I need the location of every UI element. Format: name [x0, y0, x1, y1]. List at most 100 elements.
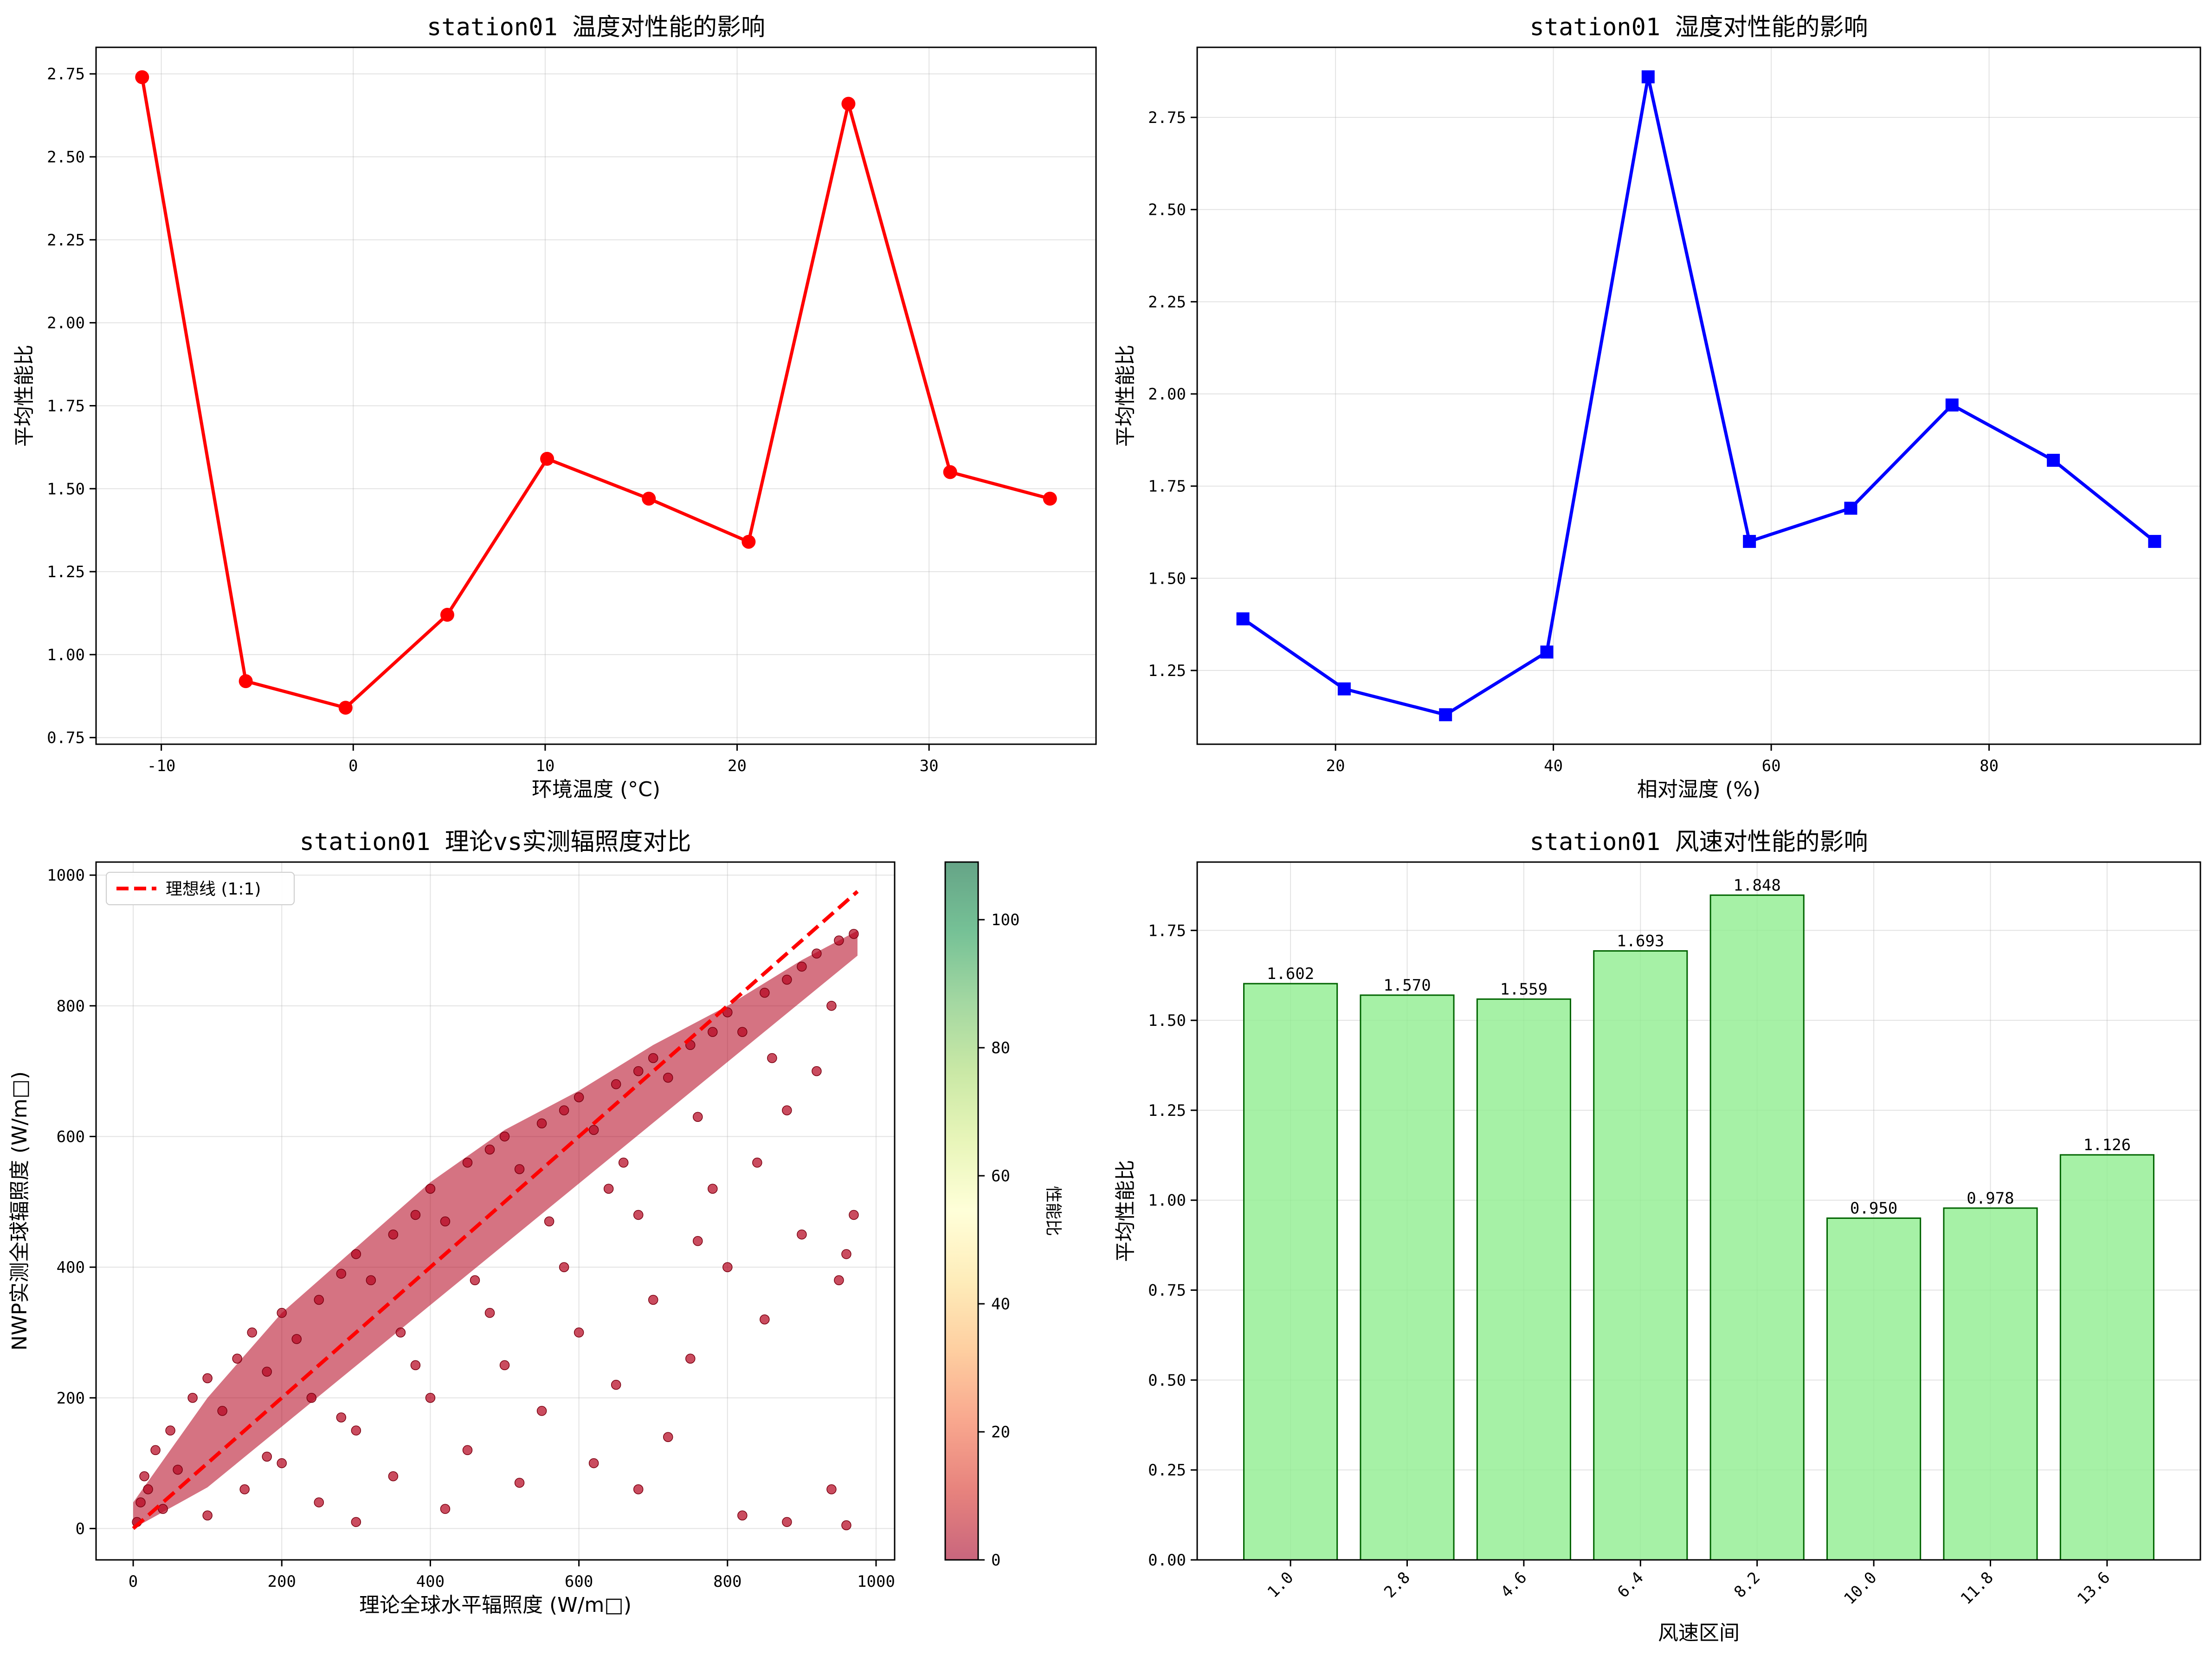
y-axis-label: 平均性能比 [1114, 345, 1137, 447]
data-point [1337, 682, 1351, 695]
bar [1826, 1217, 1922, 1561]
scatter-point [834, 1275, 844, 1286]
data-point [642, 491, 656, 506]
scatter-point [150, 1445, 161, 1455]
colorbar-tick-label: 100 [991, 911, 1019, 929]
data-point [2148, 534, 2161, 548]
scatter-point [262, 1366, 272, 1377]
scatter-point [440, 1216, 451, 1227]
x-tick-label: 200 [268, 1572, 296, 1591]
x-tick-label: 2.8 [1380, 1568, 1414, 1602]
bar [1943, 1207, 2038, 1561]
scatter-point [826, 1001, 837, 1011]
y-tick-label: 1.75 [1148, 477, 1186, 496]
scatter-point [410, 1210, 421, 1220]
y-tick-label: 2.75 [47, 65, 85, 84]
data-point [943, 465, 957, 479]
scatter-point [314, 1294, 324, 1305]
scatter-point [202, 1373, 213, 1384]
scatter-point [693, 1112, 703, 1122]
scatter-point [173, 1464, 183, 1475]
scatter-point [395, 1327, 406, 1338]
scatter-point [425, 1393, 436, 1403]
scatter-point [812, 1066, 822, 1076]
data-point [338, 701, 353, 715]
scatter-point [611, 1079, 621, 1089]
series-line [140, 77, 1051, 709]
scatter-point [388, 1471, 399, 1481]
bar-value-label: 1.848 [1734, 876, 1781, 895]
data-point [135, 70, 149, 84]
colorbar-tick-label: 20 [991, 1423, 1010, 1442]
y-tick-label: 2.25 [47, 231, 85, 250]
data-point [239, 674, 253, 689]
scatter-point [826, 1484, 837, 1494]
axes-frame [95, 861, 896, 1561]
x-tick-label: 0 [129, 1572, 138, 1591]
scatter-point [767, 1053, 777, 1063]
chart-title: station01 温度对性能的影响 [427, 13, 765, 41]
scatter-point [351, 1517, 361, 1527]
scatter-point [351, 1425, 361, 1436]
data-point [540, 451, 555, 466]
scatter-point [752, 1158, 762, 1168]
scatter-point [760, 987, 770, 998]
y-tick-label: 1.50 [1148, 1011, 1186, 1030]
scatter-point [314, 1497, 324, 1507]
scatter-point [470, 1275, 480, 1286]
y-tick-label: 1.50 [47, 480, 85, 498]
data-point [1439, 708, 1452, 721]
x-tick-label: 10.0 [1840, 1568, 1880, 1608]
x-tick-label: 800 [713, 1572, 742, 1591]
y-tick-label: 200 [57, 1389, 85, 1408]
scatter-point [232, 1353, 242, 1364]
scatter-point [574, 1092, 584, 1102]
colorbar-tick-label: 40 [991, 1295, 1010, 1314]
scatter-point [708, 1184, 718, 1194]
scatter-point [388, 1229, 399, 1240]
scatter-point [262, 1451, 272, 1462]
y-tick-label: 2.00 [1148, 385, 1186, 404]
scatter-point [536, 1118, 547, 1129]
chart-title: station01 风速对性能的影响 [1529, 828, 1868, 856]
x-tick-label: 8.2 [1730, 1568, 1764, 1602]
y-tick-label: 1000 [47, 866, 85, 885]
scatter-point [536, 1406, 547, 1416]
scatter-point [484, 1307, 495, 1318]
y-tick-label: 1.00 [1148, 1191, 1186, 1210]
x-tick-label: 10 [535, 757, 555, 775]
scatter-point [143, 1484, 153, 1494]
scatter-point [277, 1458, 287, 1468]
data-point [841, 97, 856, 111]
scatter-point [499, 1360, 510, 1371]
bar-value-label: 1.602 [1267, 965, 1314, 983]
scatter-point [514, 1478, 525, 1488]
scatter-point [499, 1131, 510, 1142]
scatter-point [633, 1484, 644, 1494]
x-tick-label: 60 [1762, 757, 1781, 775]
axes-frame [1196, 861, 2201, 1561]
x-tick-label: 20 [1326, 757, 1345, 775]
x-tick-label: 6.4 [1614, 1568, 1647, 1602]
x-tick-label: 4.6 [1497, 1568, 1531, 1602]
scatter-point [425, 1184, 436, 1194]
scatter-point [559, 1262, 569, 1272]
bar [1593, 950, 1688, 1561]
scatter-point [849, 1210, 859, 1220]
colorbar-tick-label: 80 [991, 1039, 1010, 1057]
data-point [1945, 398, 1959, 412]
scatter-point [618, 1158, 629, 1168]
y-tick-label: 600 [57, 1127, 85, 1146]
wind-speed-bar-chart: 0.00 0.25 0.50 0.75 1.00 1.25 1.50 1.75 1.602 1.5… [1114, 828, 2201, 1645]
y-tick-label: 0.00 [1148, 1551, 1186, 1570]
scatter-point [574, 1327, 584, 1338]
x-axis-label: 环境温度 (°C) [532, 778, 660, 801]
scatter-point [782, 1105, 792, 1115]
scatter-point [722, 1262, 733, 1272]
y-tick-label: 400 [57, 1258, 85, 1277]
y-tick-label: 0.75 [1148, 1281, 1186, 1300]
bar-value-label: 0.978 [1967, 1189, 2014, 1208]
y-axis-label: 平均性能比 [1114, 1160, 1137, 1262]
dense-point-band [133, 930, 858, 1529]
